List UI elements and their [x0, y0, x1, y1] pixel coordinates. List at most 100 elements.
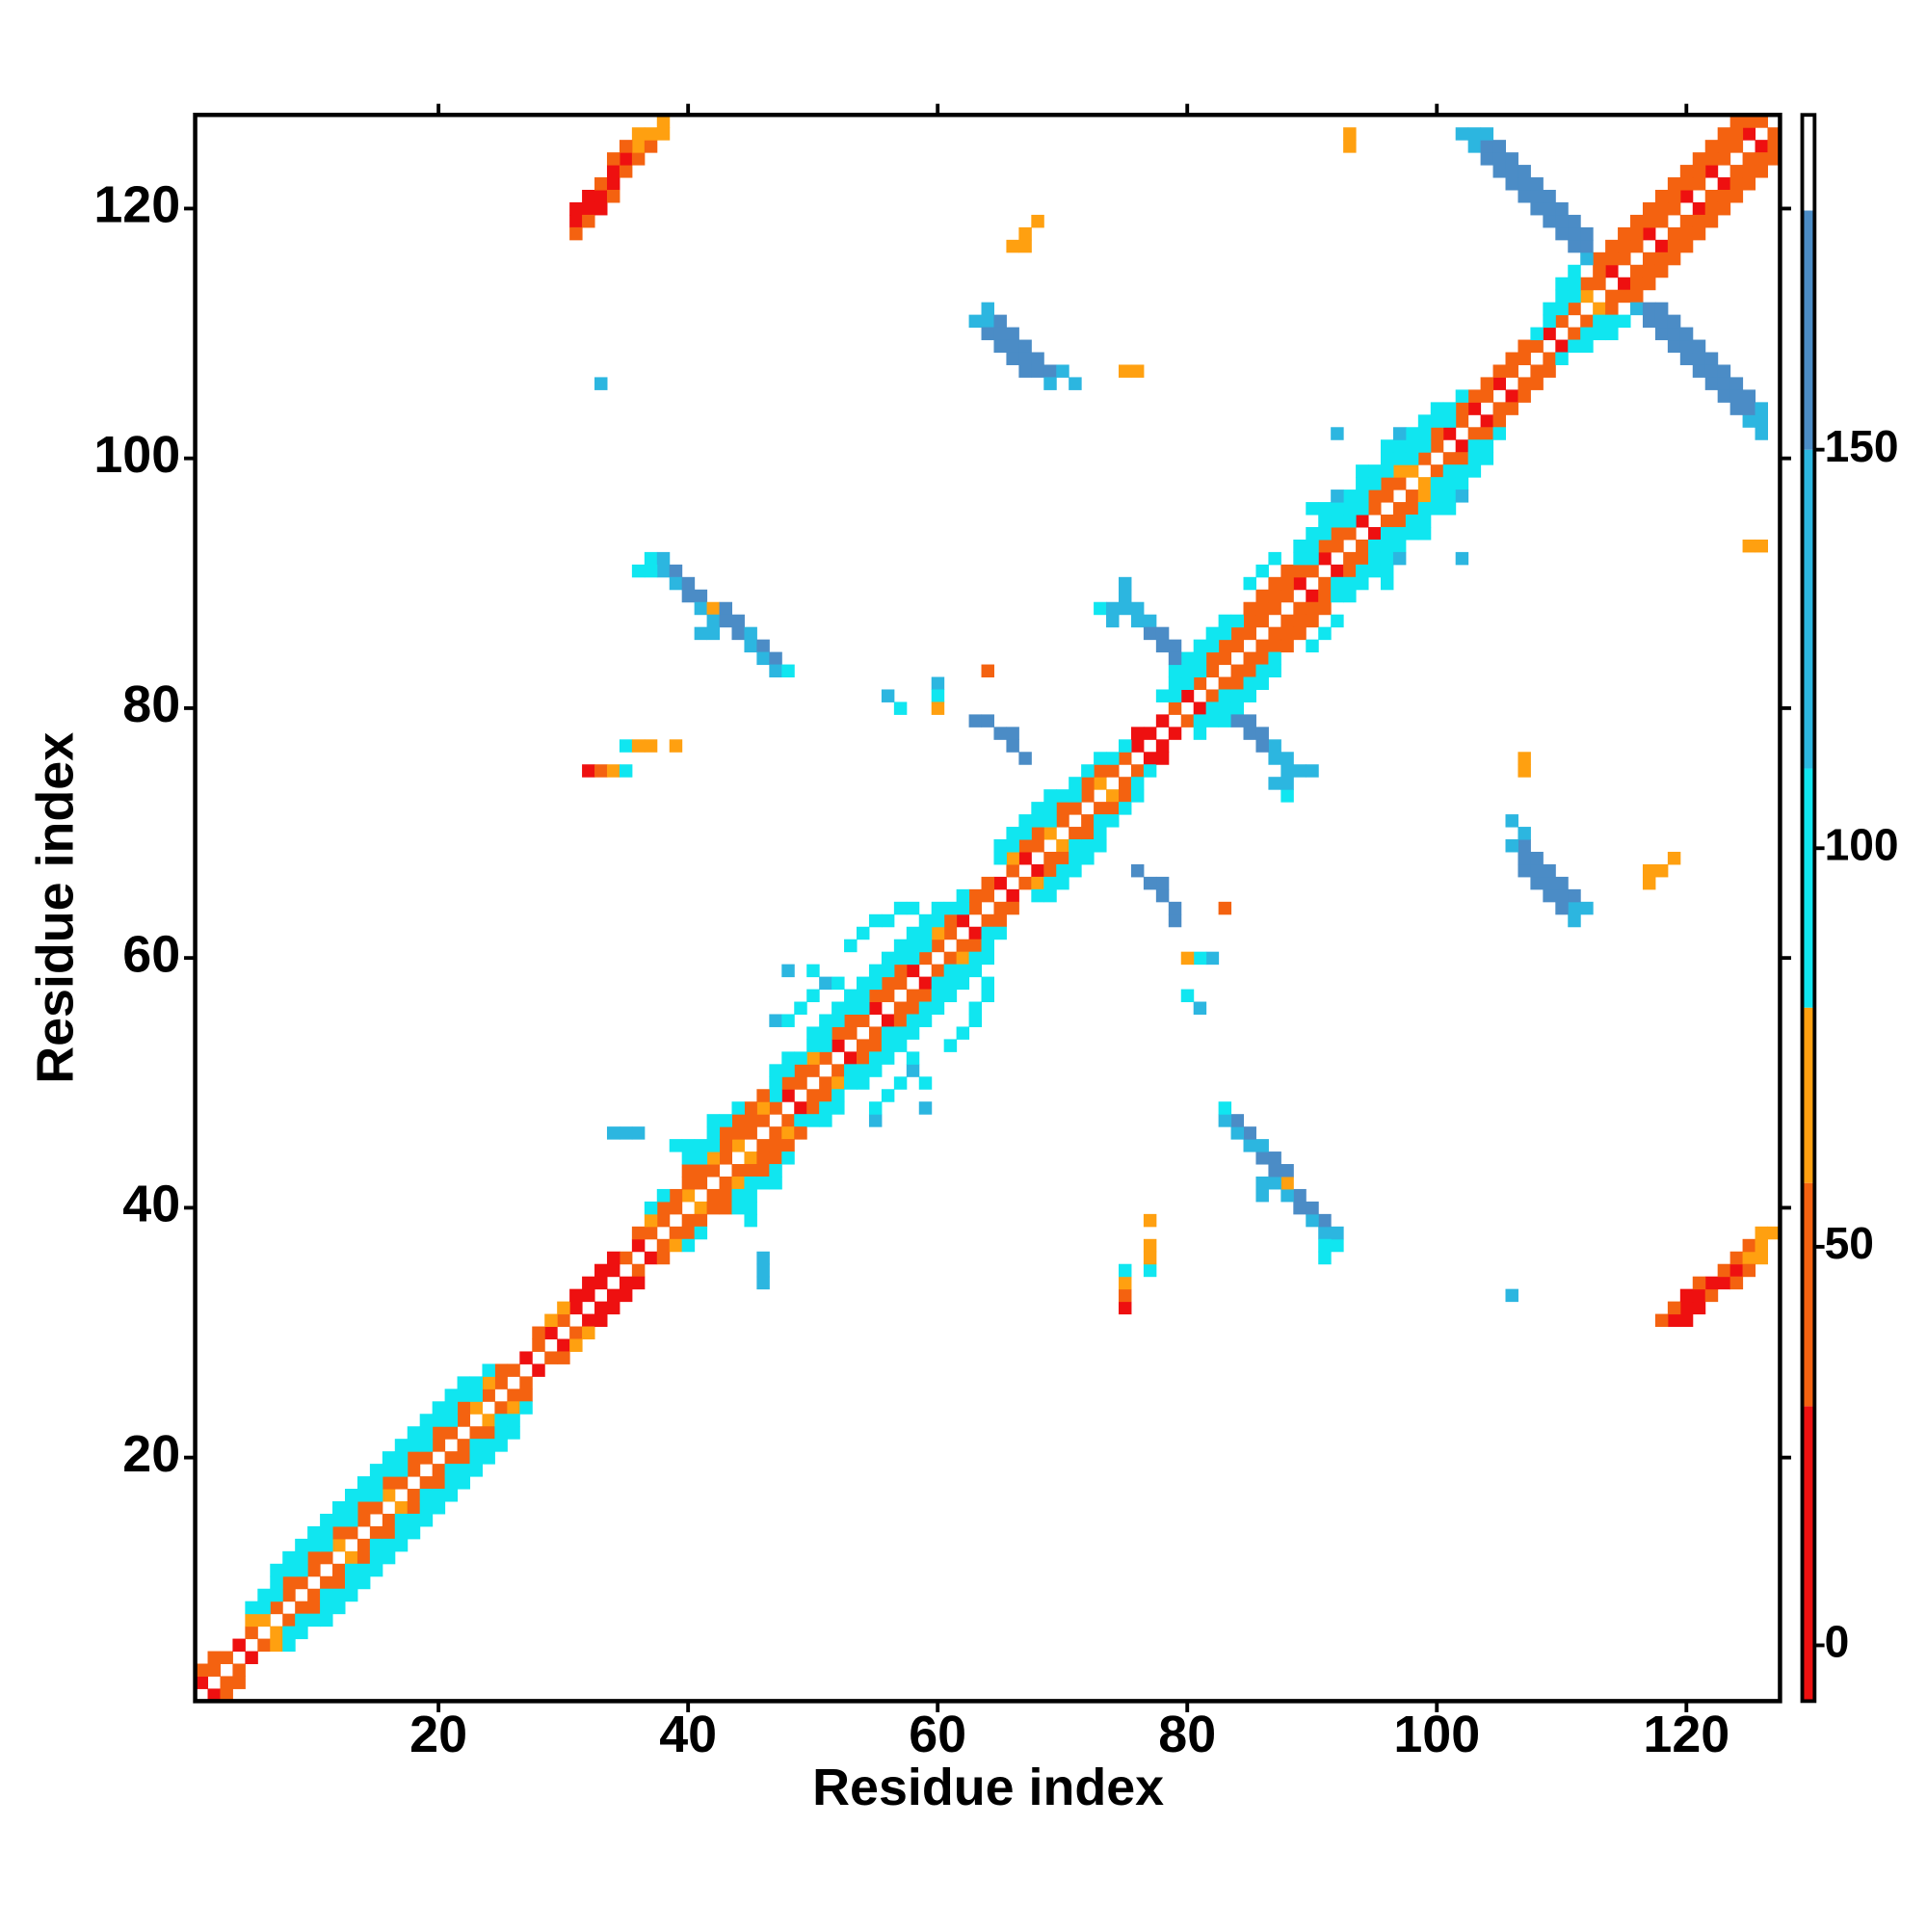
contact-cell — [282, 1613, 296, 1628]
contact-cell — [694, 1226, 708, 1240]
contact-cell — [582, 1288, 595, 1303]
contact-cell — [1243, 664, 1256, 678]
contact-cell — [968, 1014, 983, 1027]
contact-cell — [1069, 851, 1082, 865]
contact-cell — [1630, 226, 1644, 241]
contact-cell — [669, 564, 683, 578]
contact-cell — [1543, 876, 1556, 890]
contact-cell — [844, 1014, 858, 1027]
contact-cell — [694, 589, 708, 603]
contact-cell — [893, 901, 908, 915]
contact-cell — [1755, 402, 1768, 415]
contact-cell — [295, 1613, 308, 1628]
contact-cell — [918, 1014, 933, 1027]
contact-cell — [1630, 289, 1644, 304]
contact-cell — [981, 327, 994, 341]
contact-cell — [1143, 1251, 1157, 1265]
contact-cell — [1230, 626, 1245, 641]
contact-cell — [507, 1389, 520, 1402]
contact-cell — [731, 614, 745, 628]
contact-cell — [1143, 764, 1157, 778]
contact-cell — [257, 1588, 271, 1602]
contact-cell — [606, 152, 620, 166]
contact-cell — [981, 876, 994, 890]
contact-cell — [1555, 201, 1569, 216]
contact-cell — [295, 1601, 308, 1615]
contact-cell — [307, 1588, 321, 1602]
contact-cell — [307, 1550, 321, 1565]
y-tick-label: 80 — [122, 675, 180, 733]
contact-cell — [1218, 1101, 1232, 1115]
contact-cell — [1654, 302, 1669, 316]
contact-cell — [1006, 352, 1019, 365]
contact-cell — [619, 140, 633, 153]
contact-cell — [769, 1064, 782, 1077]
colorbar-segment — [1802, 1007, 1815, 1183]
contact-cell — [906, 951, 920, 966]
contact-cell — [819, 1039, 832, 1052]
contact-cell — [1280, 589, 1294, 603]
contact-cell — [744, 1101, 757, 1115]
contact-cell — [457, 1389, 471, 1402]
contact-cell — [1717, 190, 1731, 203]
contact-cell — [744, 1114, 757, 1127]
contact-cell — [1667, 314, 1681, 329]
contact-cell — [1230, 1114, 1245, 1127]
contact-cell — [906, 1026, 920, 1040]
contact-cell — [1255, 1139, 1269, 1152]
contact-cell — [320, 1513, 333, 1527]
contact-cell — [968, 888, 983, 903]
contact-cell — [1255, 739, 1269, 753]
contact-cell — [857, 976, 870, 991]
contact-cell — [832, 1026, 845, 1040]
contact-cell — [906, 939, 920, 953]
contact-cell — [1306, 639, 1319, 653]
contact-cell — [1280, 564, 1294, 578]
contact-cell — [1667, 201, 1681, 216]
contact-cell — [1667, 190, 1681, 203]
contact-cell — [631, 140, 646, 153]
contact-cell — [1455, 439, 1469, 453]
contact-cell — [619, 1276, 633, 1290]
contact-cell — [1280, 614, 1294, 628]
contact-cell — [1168, 664, 1182, 678]
colorbar-tick-label: 50 — [1825, 1218, 1874, 1268]
contact-cell — [1280, 777, 1294, 790]
contact-cell — [1618, 277, 1631, 291]
contact-cell — [1069, 789, 1082, 803]
contact-cell — [881, 1089, 895, 1102]
contact-cell — [1405, 490, 1419, 503]
contact-cell — [1168, 727, 1182, 740]
contact-cell — [731, 1188, 745, 1203]
contact-cell — [719, 601, 733, 616]
contact-cell — [832, 1089, 845, 1102]
contact-cell — [806, 1039, 820, 1052]
contact-cell — [1605, 251, 1619, 266]
contact-cell — [1356, 464, 1369, 478]
contact-cell — [1081, 827, 1095, 840]
contact-cell — [681, 1238, 696, 1253]
contact-cell — [681, 1164, 696, 1178]
contact-cell — [956, 939, 970, 953]
contact-cell — [644, 564, 658, 578]
contact-cell — [981, 989, 994, 1003]
contact-cell — [744, 639, 757, 653]
contact-cell — [706, 1151, 721, 1165]
contact-cell — [232, 1663, 246, 1677]
contact-cell — [1031, 839, 1044, 853]
contact-cell — [857, 1051, 870, 1065]
contact-cell — [819, 1014, 832, 1027]
contact-cell — [1006, 901, 1019, 915]
contact-cell — [993, 851, 1007, 865]
contact-cell — [1392, 464, 1407, 478]
contact-cell — [1755, 165, 1768, 178]
contact-cell — [832, 976, 845, 991]
contact-cell — [1318, 1251, 1332, 1265]
contact-cell — [407, 1513, 421, 1527]
contact-cell — [1717, 1276, 1731, 1290]
contact-cell — [918, 989, 933, 1003]
contact-cell — [1268, 777, 1281, 790]
contact-cell — [819, 1076, 832, 1090]
contact-cell — [631, 152, 646, 166]
contact-cell — [1392, 439, 1407, 453]
